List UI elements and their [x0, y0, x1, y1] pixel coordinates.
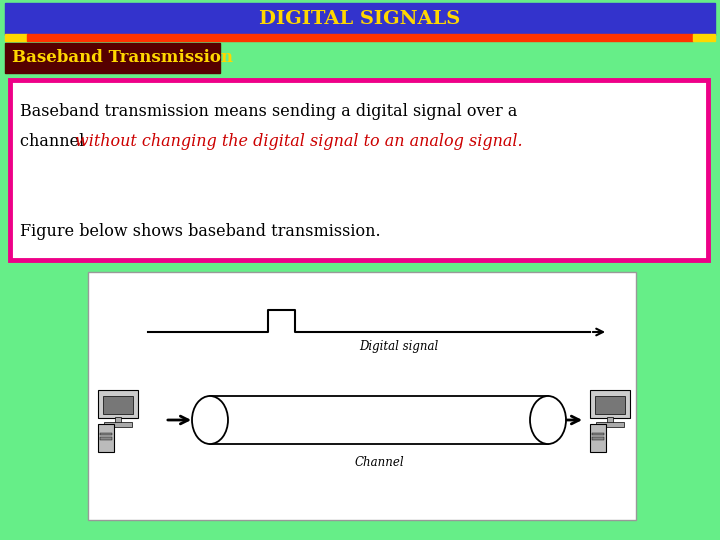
Bar: [590, 390, 630, 418]
Text: Channel: Channel: [354, 456, 404, 469]
Bar: [104, 422, 132, 427]
Bar: [27, 34, 693, 41]
Bar: [592, 437, 604, 440]
Ellipse shape: [192, 396, 228, 444]
Bar: [103, 396, 133, 414]
Text: channel: channel: [20, 133, 89, 151]
Bar: [10, 80, 708, 260]
Text: Figure below shows baseband transmission.: Figure below shows baseband transmission…: [20, 224, 381, 240]
Text: Baseband transmission means sending a digital signal over a: Baseband transmission means sending a di…: [20, 104, 518, 120]
Text: Digital signal: Digital signal: [359, 340, 438, 353]
Bar: [5, 34, 27, 41]
Bar: [88, 272, 636, 520]
Text: Baseband Transmission: Baseband Transmission: [12, 50, 233, 66]
Bar: [100, 437, 112, 440]
Bar: [693, 34, 715, 41]
Bar: [607, 417, 613, 423]
Bar: [98, 424, 114, 452]
Bar: [590, 424, 606, 452]
Bar: [100, 433, 112, 435]
Bar: [592, 433, 604, 435]
Bar: [98, 390, 138, 418]
Bar: [210, 396, 548, 444]
Text: DIGITAL SIGNALS: DIGITAL SIGNALS: [259, 10, 461, 28]
Bar: [595, 396, 625, 414]
Text: without changing the digital signal to an analog signal.: without changing the digital signal to a…: [75, 133, 523, 151]
Bar: [115, 417, 121, 423]
Bar: [5, 43, 220, 73]
Bar: [596, 422, 624, 427]
Bar: [5, 3, 715, 35]
Ellipse shape: [530, 396, 566, 444]
